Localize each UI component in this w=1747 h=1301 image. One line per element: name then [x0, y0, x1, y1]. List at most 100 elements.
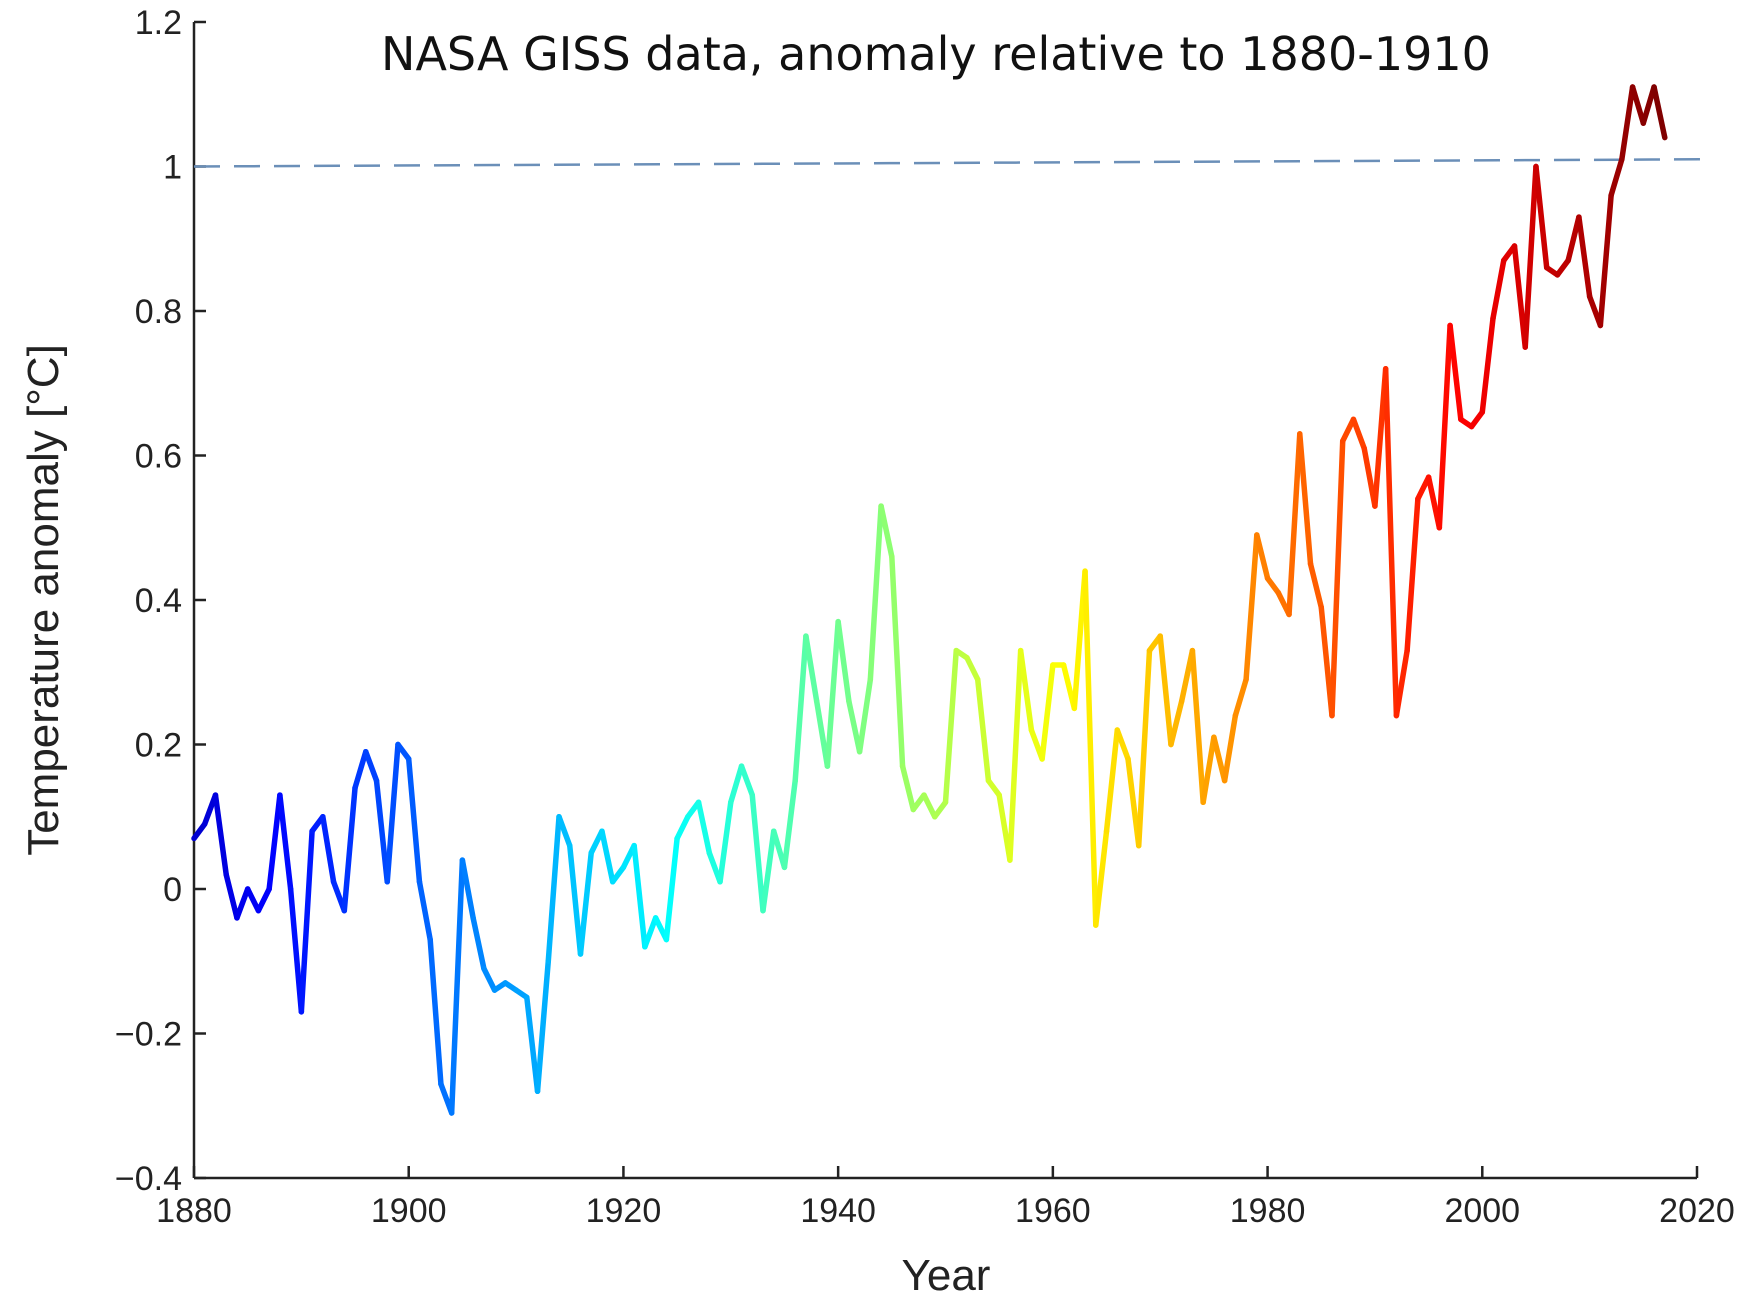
series-segment [1511, 243, 1528, 350]
series-segment [1447, 322, 1464, 423]
series-segment [1619, 84, 1636, 163]
series-segment [1232, 676, 1249, 719]
series-segment [556, 814, 573, 849]
series-segment [1640, 84, 1657, 126]
series-segment [889, 553, 906, 769]
series-segment [803, 633, 820, 704]
series-segment [1093, 828, 1110, 928]
series-segment [395, 741, 412, 762]
series-segment [1651, 84, 1668, 141]
series-segment [244, 886, 262, 914]
series-segment [373, 777, 390, 885]
series-segment [1254, 532, 1271, 582]
series-segment [749, 792, 766, 914]
series-segment [459, 857, 476, 921]
series-segment [867, 503, 884, 683]
series-segment [932, 799, 949, 820]
x-tick-label: 2000 [1444, 1192, 1520, 1230]
series-segment [481, 965, 498, 993]
x-axis-title: Year [902, 1251, 991, 1300]
series-segment [1382, 366, 1400, 719]
series-segment [717, 799, 734, 885]
series-segment [642, 915, 659, 950]
series-segment [921, 792, 938, 820]
series-segment [899, 763, 917, 813]
series-segment [470, 915, 487, 972]
y-tick-label: 1.2 [135, 4, 182, 42]
x-tick-label: 2020 [1659, 1192, 1735, 1230]
series-segment [1168, 698, 1185, 748]
series-segment [760, 828, 777, 914]
series-segment [524, 994, 541, 1095]
series-segment [1189, 647, 1206, 806]
x-tick-label: 1940 [800, 1192, 876, 1230]
y-tick-label: −0.4 [115, 1160, 182, 1198]
series-segment [534, 958, 552, 1095]
series-segment [1307, 561, 1324, 610]
series-segment [277, 792, 294, 892]
series-segment [663, 835, 680, 943]
series-segment [1082, 568, 1099, 928]
series-segment [1157, 633, 1174, 748]
y-tick-label: 0.6 [135, 438, 182, 476]
series-segment [234, 886, 251, 921]
x-tick-label: 1880 [156, 1192, 232, 1230]
chart-subtitle: NASA GISS data, anomaly relative to 1880… [381, 27, 1491, 81]
series-segment [341, 785, 358, 914]
series-segment [942, 647, 959, 806]
series-segment [1629, 84, 1647, 126]
series-segment [1017, 647, 1035, 733]
y-tick-label: 1 [163, 149, 182, 187]
series-segment [835, 618, 852, 704]
series-segment [223, 871, 240, 921]
series-segment [728, 763, 745, 806]
series-segment [631, 842, 648, 950]
series-segment [1243, 532, 1260, 683]
series-segment [287, 886, 305, 1015]
series-segment [577, 850, 594, 957]
series-segment [878, 503, 895, 560]
series-segment [1479, 315, 1496, 415]
series-segment [352, 748, 369, 791]
series-segment [1608, 156, 1625, 199]
series-segment [1200, 734, 1217, 806]
x-ticks: 1880 1900 1920 1940 1960 1980 2000 2020 [156, 1166, 1735, 1230]
series-segment [1468, 409, 1486, 430]
series-segment [985, 777, 1002, 798]
series-segment [1533, 163, 1550, 271]
series-segment [1404, 496, 1421, 654]
series-segment [567, 842, 584, 957]
series-segment [1522, 163, 1539, 350]
series-segment [1135, 647, 1153, 849]
series-segment [1264, 575, 1282, 596]
series-segment [1576, 214, 1593, 300]
reference-line-1c [193, 158, 1708, 168]
series-segment [1007, 647, 1024, 863]
series-segment [545, 814, 562, 964]
series-segment [1297, 431, 1314, 567]
series-segment [599, 828, 616, 885]
series-segment [1329, 438, 1346, 719]
series-segment [298, 828, 315, 1015]
series-segment [1490, 257, 1507, 321]
y-tick-label: 0.2 [135, 727, 182, 765]
y-ticks: −0.4 −0.2 0 0.2 0.4 0.6 0.8 1 1.2 [115, 4, 206, 1198]
series-segment [405, 756, 423, 885]
series-segment [824, 618, 841, 769]
series-segment [1286, 431, 1303, 618]
series-segment [695, 799, 713, 856]
y-tick-label: 0.4 [135, 582, 182, 620]
series-segment [363, 748, 380, 784]
series-segment [964, 655, 981, 683]
y-tick-label: 0.8 [135, 293, 182, 331]
series-segment [1393, 647, 1410, 719]
series-segment [792, 633, 809, 784]
x-tick-label: 1920 [586, 1192, 662, 1230]
y-tick-label: −0.2 [115, 1016, 182, 1054]
series-segment [856, 676, 874, 755]
series-segment [1554, 257, 1571, 278]
series-segment [674, 814, 691, 842]
x-tick-label: 1960 [1015, 1192, 1091, 1230]
series-segment [1339, 416, 1357, 444]
y-tick-label: 0 [163, 871, 182, 909]
